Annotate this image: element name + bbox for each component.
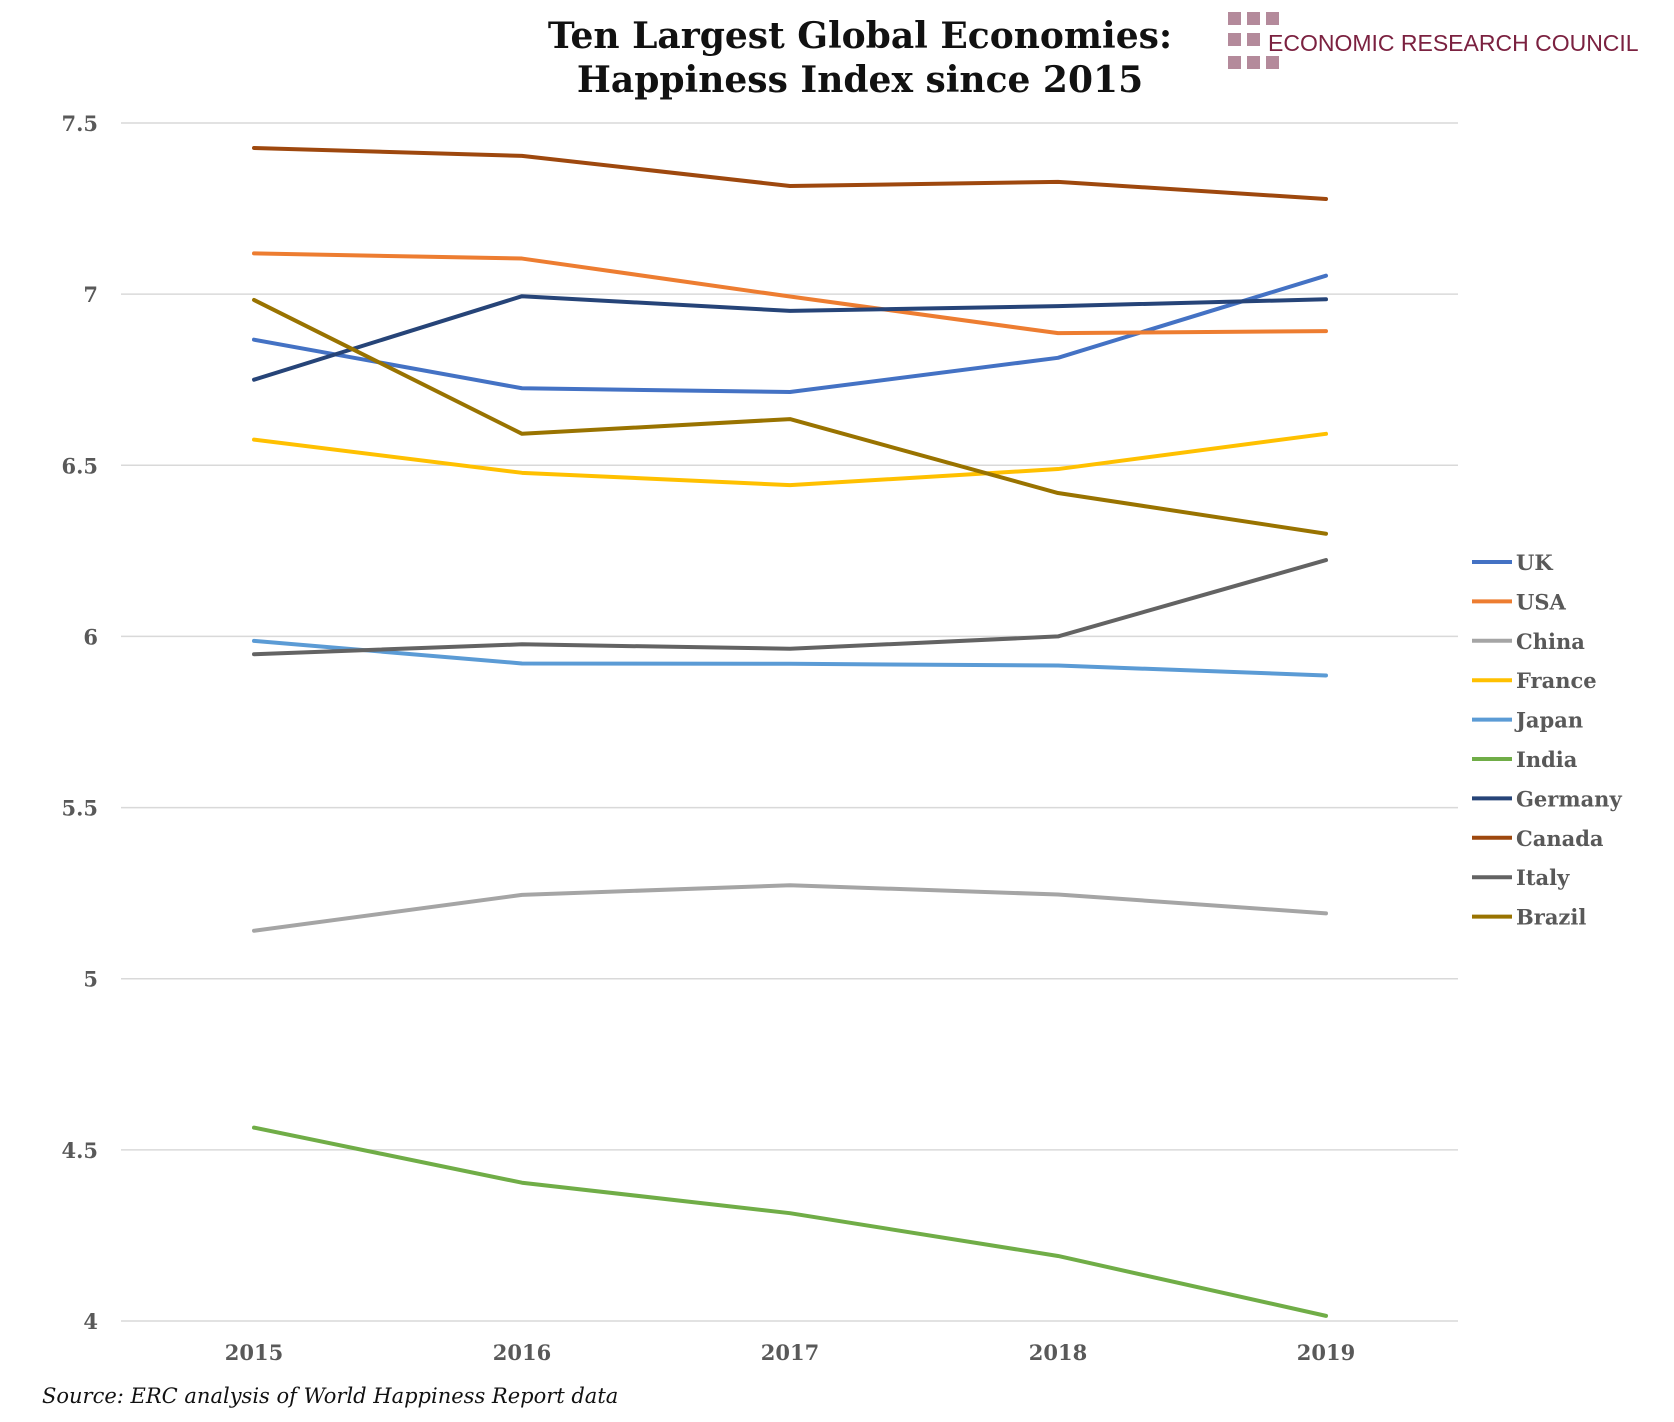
- x-tick-label: 2017: [761, 1340, 819, 1365]
- y-tick-label: 6.5: [61, 453, 98, 478]
- legend-label-india: India: [1516, 747, 1578, 772]
- series-line-brazil: [252, 297, 1328, 536]
- x-tick-label: 2019: [1297, 1340, 1355, 1365]
- series-line-france: [252, 431, 1328, 488]
- legend-label-uk: UK: [1516, 550, 1553, 575]
- series-line-canada: [252, 145, 1328, 201]
- x-tick-label: 2015: [225, 1340, 283, 1365]
- legend-label-canada: Canada: [1516, 826, 1604, 851]
- legend-label-china: China: [1516, 629, 1585, 654]
- series-line-usa: [252, 251, 1328, 336]
- x-tick-label: 2018: [1029, 1340, 1087, 1365]
- series-line-japan: [252, 638, 1328, 678]
- logo-squares-icon: [1228, 12, 1284, 76]
- legend-label-italy: Italy: [1516, 865, 1570, 890]
- series-line-germany: [252, 294, 1328, 382]
- series-line-uk: [252, 273, 1328, 395]
- y-tick-label: 4: [83, 1309, 98, 1334]
- y-tick-label: 5: [83, 967, 98, 992]
- legend-label-france: France: [1516, 668, 1597, 693]
- legend: UK USA China France Japan India Germany Canada I…: [1472, 550, 1622, 930]
- legend-label-brazil: Brazil: [1516, 905, 1586, 930]
- series-line-china: [252, 883, 1328, 933]
- y-tick-label: 7.5: [61, 111, 98, 136]
- y-axis-tick-labels: 7.5 7 6.5 6 5.5 5 4.5 4: [61, 111, 98, 1334]
- legend-label-germany: Germany: [1516, 786, 1622, 811]
- y-tick-label: 5.5: [61, 796, 98, 821]
- gridlines: [121, 122, 1458, 1322]
- legend-label-usa: USA: [1516, 589, 1566, 614]
- legend-label-japan: Japan: [1514, 708, 1583, 733]
- chart-title: Ten Largest Global Economies: Happiness …: [420, 14, 1300, 102]
- y-tick-label: 6: [83, 624, 98, 649]
- y-tick-label: 4.5: [61, 1138, 98, 1163]
- x-tick-label: 2016: [493, 1340, 551, 1365]
- logo-org-name: ECONOMIC RESEARCH COUNCIL: [1268, 30, 1639, 56]
- chart-title-line-2: Happiness Index since 2015: [576, 59, 1144, 101]
- series-line-italy: [252, 558, 1328, 657]
- chart-title-line-1: Ten Largest Global Economies:: [547, 15, 1173, 57]
- y-tick-label: 7: [83, 282, 98, 307]
- x-axis-tick-labels: 2015 2016 2017 2018 2019: [225, 1340, 1355, 1365]
- source-note: Source: ERC analysis of World Happiness …: [42, 1384, 619, 1408]
- series-line-india: [252, 1125, 1328, 1318]
- series-lines: [252, 145, 1328, 1318]
